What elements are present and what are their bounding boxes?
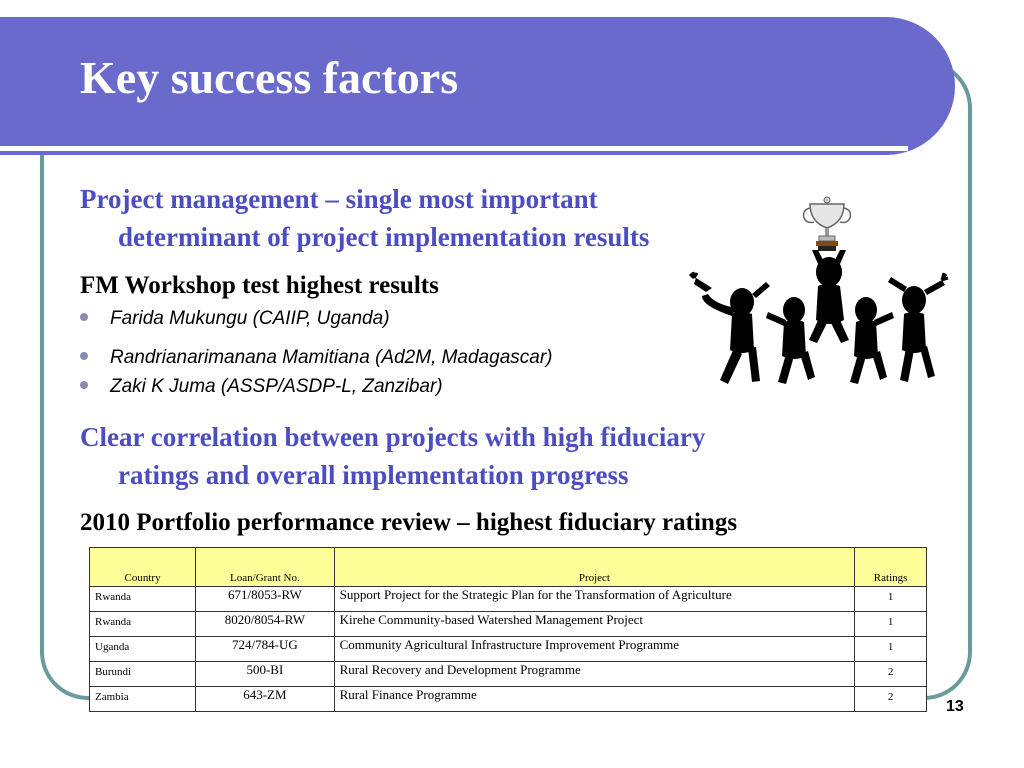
fiduciary-ratings-table: Country Loan/Grant No. Project Ratings R… xyxy=(88,547,927,712)
cell-project: Rural Finance Programme xyxy=(333,686,856,712)
cell-country: Uganda xyxy=(88,636,197,662)
section2-heading-line1: Clear correlation between projects with … xyxy=(80,422,706,452)
cell-project: Kirehe Community-based Watershed Managem… xyxy=(333,611,856,637)
celebrating-stick-figures-with-trophy-icon xyxy=(686,192,958,394)
cell-loan: 724/784-UG xyxy=(195,636,335,662)
page-number: 13 xyxy=(946,698,964,715)
cell-loan: 671/8053-RW xyxy=(195,586,335,612)
slide-title: Key success factors xyxy=(80,52,459,103)
cell-rating: 2 xyxy=(854,661,927,687)
cell-rating: 1 xyxy=(854,611,927,637)
cell-loan: 643-ZM xyxy=(195,686,335,712)
header-loan-grant: Loan/Grant No. xyxy=(195,547,335,587)
cell-loan: 8020/8054-RW xyxy=(195,611,335,637)
cell-country: Burundi xyxy=(88,661,197,687)
table-row: Burundi 500-BI Rural Recovery and Develo… xyxy=(88,661,927,687)
header-project: Project xyxy=(333,547,856,587)
cell-project: Community Agricultural Infrastructure Im… xyxy=(333,636,856,662)
table-row: Rwanda 671/8053-RW Support Project for t… xyxy=(88,586,927,612)
bullet-text: Zaki K Juma (ASSP/ASDP-L, Zanzibar) xyxy=(110,376,443,397)
bullet-item: Farida Mukungu (CAIIP, Uganda) xyxy=(80,307,390,331)
bullet-dot-icon xyxy=(80,312,88,321)
cell-project: Support Project for the Strategic Plan f… xyxy=(333,586,856,612)
table-header-row: Country Loan/Grant No. Project Ratings xyxy=(88,547,927,587)
cell-country: Rwanda xyxy=(88,586,197,612)
section1-heading-line1: Project management – single most importa… xyxy=(80,184,598,214)
bullet-item: Randrianarimanana Mamitiana (Ad2M, Madag… xyxy=(80,346,552,370)
bullet-dot-icon xyxy=(80,380,88,389)
section2-heading: Clear correlation between projects with … xyxy=(42,418,900,494)
section1-subheading: FM Workshop test highest results xyxy=(80,272,439,299)
section2-subheading: 2010 Portfolio performance review – high… xyxy=(80,509,738,536)
trophy-icon xyxy=(802,196,852,251)
cell-project: Rural Recovery and Development Programme xyxy=(333,661,856,687)
cell-rating: 1 xyxy=(854,586,927,612)
bullet-text: Randrianarimanana Mamitiana (Ad2M, Madag… xyxy=(110,347,553,368)
table-row: Uganda 724/784-UG Community Agricultural… xyxy=(88,636,927,662)
cell-rating: 2 xyxy=(854,686,927,712)
section1-heading: Project management – single most importa… xyxy=(42,180,840,256)
header-ratings: Ratings xyxy=(854,547,927,587)
bullet-text: Farida Mukungu (CAIIP, Uganda) xyxy=(110,308,390,329)
cell-loan: 500-BI xyxy=(195,661,335,687)
title-underline xyxy=(0,146,908,151)
section1-heading-line2: determinant of project implementation re… xyxy=(118,222,650,252)
table-row: Zambia 643-ZM Rural Finance Programme 2 xyxy=(88,686,927,712)
section2-heading-line2: ratings and overall implementation progr… xyxy=(118,460,629,490)
cell-rating: 1 xyxy=(854,636,927,662)
cell-country: Rwanda xyxy=(88,611,197,637)
title-band xyxy=(0,17,955,155)
bullet-dot-icon xyxy=(80,351,88,360)
table-row: Rwanda 8020/8054-RW Kirehe Community-bas… xyxy=(88,611,927,637)
cell-country: Zambia xyxy=(88,686,197,712)
header-country: Country xyxy=(88,547,197,587)
bullet-item: Zaki K Juma (ASSP/ASDP-L, Zanzibar) xyxy=(80,375,443,399)
